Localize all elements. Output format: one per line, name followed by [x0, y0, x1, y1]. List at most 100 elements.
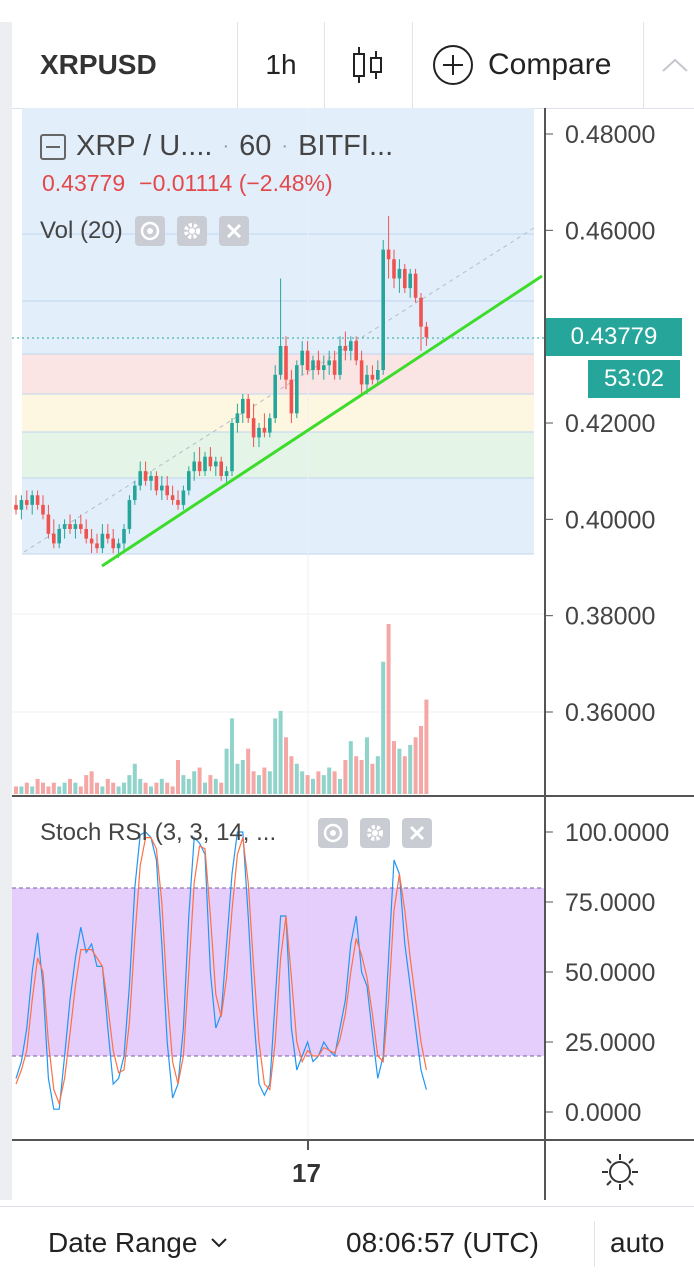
candle-body: [241, 398, 245, 414]
volume-bar: [170, 786, 175, 794]
status-bar: [0, 0, 694, 22]
candle-body: [408, 273, 412, 289]
candle: [154, 471, 159, 496]
compare-button[interactable]: Compare: [412, 22, 644, 108]
candle-body: [338, 345, 342, 375]
utc-clock[interactable]: 08:06:57 (UTC): [346, 1227, 539, 1258]
price-tick-label: 0.48000: [565, 121, 655, 149]
volume-bar: [289, 756, 294, 794]
candle: [354, 336, 358, 366]
candle-body: [100, 533, 105, 549]
candle-body: [143, 471, 148, 481]
candle-body: [25, 500, 29, 505]
candle-body: [170, 495, 175, 501]
volume-bar: [14, 786, 18, 794]
candle: [322, 355, 326, 380]
candle: [327, 350, 331, 375]
stoch-tick-label: 100.0000: [565, 819, 669, 847]
symbol-button[interactable]: XRPUSD: [12, 22, 238, 108]
candle: [305, 341, 310, 375]
legend-change: −0.01114 (−2.48%): [139, 170, 333, 196]
candle-body: [316, 360, 321, 371]
chart-settings-button[interactable]: [598, 1150, 642, 1199]
gear-icon[interactable]: [360, 818, 391, 848]
volume-bar: [257, 775, 261, 794]
trend-line[interactable]: [101, 274, 543, 568]
candle-body: [268, 418, 272, 433]
candle: [203, 451, 207, 476]
volume-bar: [213, 778, 218, 794]
candle-body: [332, 360, 337, 375]
volume-bar: [311, 778, 315, 794]
candle-body: [386, 249, 391, 260]
candle: [262, 413, 267, 438]
eye-icon[interactable]: [134, 216, 165, 246]
date-range-button[interactable]: Date Range: [48, 1227, 229, 1259]
legend-interval: 60: [239, 130, 272, 162]
eye-icon[interactable]: [318, 818, 349, 848]
current-price-value: 0.43779: [570, 323, 658, 350]
candle: [14, 495, 18, 515]
volume-bar: [78, 786, 83, 794]
stoch-legend-label: Stoch RSI (3, 3, 14, ...: [40, 819, 277, 846]
candlestick-icon: [353, 47, 382, 83]
candle-body: [327, 360, 331, 366]
candle-body: [224, 471, 229, 476]
stoch-rsi-lines: [15, 831, 427, 1110]
divider: [594, 1221, 595, 1267]
auto-scale-button[interactable]: auto: [610, 1227, 665, 1258]
collapse-toolbar-button[interactable]: [644, 22, 694, 108]
close-icon[interactable]: [218, 216, 249, 246]
candle: [376, 360, 380, 385]
candle: [100, 524, 105, 554]
volume-bar: [359, 760, 364, 794]
gear-icon[interactable]: [176, 216, 207, 246]
candle-body: [257, 427, 261, 438]
volume-legend-label: Vol (20): [40, 217, 123, 244]
candle-body: [35, 495, 40, 505]
chart-type-button[interactable]: [324, 22, 413, 108]
candle-body: [89, 538, 94, 544]
stoch-rsi-legend[interactable]: Stoch RSI (3, 3, 14, ...: [40, 818, 433, 848]
volume-bar: [402, 756, 407, 794]
candle-body: [381, 249, 385, 371]
candle: [176, 490, 180, 510]
candle: [30, 490, 34, 515]
collapse-legend-icon[interactable]: [40, 133, 66, 160]
fib-zone-yellow: [22, 394, 534, 432]
interval-button[interactable]: 1h: [238, 22, 325, 108]
candle-body: [203, 456, 207, 472]
candle: [219, 456, 223, 481]
candle: [25, 490, 29, 510]
candles: [14, 215, 429, 558]
candle: [122, 524, 126, 554]
candle-body: [219, 461, 223, 476]
candle-body: [138, 471, 142, 486]
candle: [338, 336, 342, 380]
candle-body: [246, 398, 250, 419]
legend-exchange: BITFI...: [298, 130, 394, 162]
candle: [235, 403, 240, 433]
chart-canvas[interactable]: 0.48000 0.46000 0.42000 0.40000 0.38000 0.360…: [12, 108, 694, 1206]
volume-bar: [105, 778, 110, 794]
volume-bar: [122, 782, 126, 794]
close-icon[interactable]: [402, 818, 433, 848]
volume-legend[interactable]: Vol (20): [40, 216, 249, 246]
volume-bar: [95, 782, 99, 794]
candle-body: [295, 365, 299, 414]
date-range-label: Date Range: [48, 1227, 198, 1258]
candle-body: [403, 268, 407, 289]
price-tick-label: 0.38000: [565, 603, 655, 631]
legend-separator: ·: [281, 135, 289, 157]
candle: [143, 461, 148, 486]
volume-bar: [127, 775, 132, 794]
series-legend[interactable]: XRP / U.... · 60 · BITFI...: [40, 130, 393, 163]
candle-body: [262, 427, 267, 433]
bar-countdown-tag: 53:02: [588, 360, 680, 398]
candle: [52, 519, 56, 549]
candle: [300, 341, 304, 375]
volume-bar: [316, 771, 321, 794]
volume-bar: [35, 778, 40, 794]
candle-body: [14, 504, 18, 510]
candle-body: [354, 341, 358, 361]
